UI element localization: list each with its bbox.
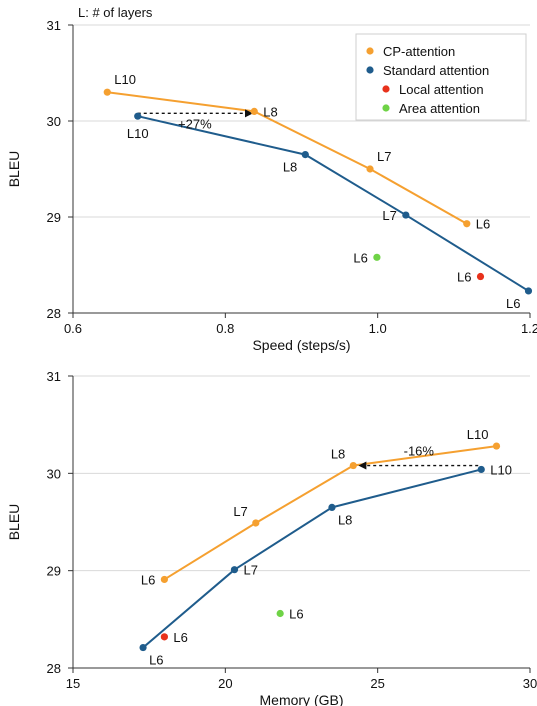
point-label: L8	[331, 447, 345, 462]
x-tick-label: 30	[523, 676, 537, 691]
point-label: L6	[149, 653, 163, 668]
legend-marker	[382, 104, 390, 112]
point-label: L10	[467, 427, 489, 442]
data-point	[103, 88, 111, 96]
point-label: L10	[127, 126, 149, 141]
point-label: L6	[141, 572, 155, 587]
data-point	[250, 107, 258, 115]
y-axis-label: BLEU	[6, 504, 22, 541]
data-point	[402, 211, 410, 219]
data-point	[160, 575, 168, 584]
data-point	[349, 461, 357, 470]
memory-chart-panel: 28 29 30 31 15 20 25 30 Memory (GB) BLEU -16% L6 L7 L…	[6, 369, 537, 706]
x-tick-label: 1.0	[369, 321, 387, 336]
legend-label: Area attention	[399, 101, 480, 116]
x-tick-label: 15	[66, 676, 80, 691]
x-tick-label: 0.6	[64, 321, 82, 336]
series-line	[137, 115, 530, 292]
legend-label: Local attention	[399, 82, 484, 97]
point-label: L6	[353, 250, 367, 265]
point-label: L7	[243, 563, 257, 578]
point-label: L10	[490, 462, 512, 477]
y-tick-label: 30	[47, 466, 61, 481]
point-label: L7	[382, 208, 396, 223]
y-tick-label: 29	[47, 564, 61, 579]
y-axis-label: BLEU	[6, 151, 22, 188]
data-point	[477, 465, 485, 474]
y-tick-label: 31	[47, 369, 61, 384]
legend-marker	[366, 66, 374, 74]
data-point	[134, 112, 142, 120]
y-tick-label: 30	[47, 114, 61, 129]
y-tick-label: 28	[47, 306, 61, 321]
speed-chart-panel: 28 29 30 31 0.6 0.8 1.0 1.2 Speed (steps/s) BLEU +…	[6, 18, 537, 353]
x-axis-label: Memory (GB)	[260, 692, 344, 706]
point-label: L10	[114, 72, 136, 87]
point-label: L7	[377, 149, 391, 164]
legend-marker	[366, 47, 374, 55]
data-point	[230, 566, 239, 574]
point-label: L7	[233, 504, 247, 519]
series-line	[107, 91, 468, 225]
data-point	[252, 519, 260, 527]
x-tick-label: 1.2	[521, 321, 537, 336]
data-point	[373, 253, 381, 261]
x-tick-label: 25	[370, 676, 384, 691]
legend: CP-attention Standard attention Local atte…	[355, 33, 527, 121]
data-point	[476, 272, 485, 281]
point-label: L6	[476, 217, 490, 232]
y-tick-label: 28	[47, 661, 61, 676]
y-tick-label: 29	[47, 210, 61, 225]
data-point	[276, 609, 284, 618]
data-point	[139, 643, 147, 652]
point-label: L8	[283, 160, 297, 175]
annotation-label: +27%	[178, 116, 212, 131]
point-label: L6	[289, 606, 303, 621]
data-point	[524, 287, 533, 295]
point-label: L8	[338, 512, 352, 527]
data-point	[328, 503, 336, 511]
x-axis-label: Speed (steps/s)	[252, 337, 350, 353]
point-label: L8	[263, 104, 277, 119]
legend-label: CP-attention	[383, 44, 455, 59]
series-line	[163, 445, 497, 581]
layers-note: L: # of layers	[78, 5, 153, 20]
data-point	[366, 165, 374, 173]
data-point	[463, 220, 471, 228]
legend-marker	[382, 85, 390, 93]
x-tick-label: 0.8	[216, 321, 234, 336]
data-point	[492, 442, 501, 450]
annotation-label: -16%	[404, 444, 435, 459]
data-point	[160, 633, 168, 641]
series-line	[142, 468, 482, 649]
legend-label: Standard attention	[383, 63, 489, 78]
y-tick-label: 31	[47, 18, 61, 33]
point-label: L6	[173, 630, 187, 645]
point-label: L6	[457, 270, 471, 285]
x-tick-label: 20	[218, 676, 232, 691]
point-label: L6	[506, 296, 520, 311]
data-point	[301, 151, 309, 159]
